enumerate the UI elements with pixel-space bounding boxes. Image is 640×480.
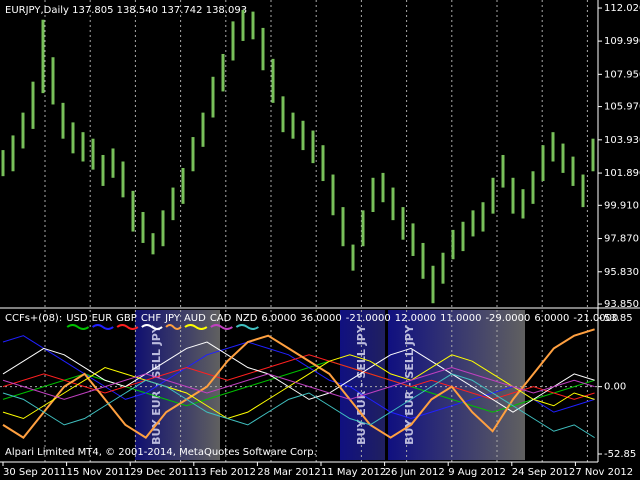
y-tick-label: 99.910 [604, 200, 639, 211]
ccf-line [2, 354, 595, 400]
x-tick-label: 24 Sep 2012 [512, 467, 575, 478]
x-tick-label: 13 Feb 2012 [194, 467, 256, 478]
readout: 11.0000 [440, 313, 481, 324]
y-tick-label: 112.020 [604, 3, 640, 14]
readout: -21.0000 [346, 313, 391, 324]
y-tick-label: 93.850 [604, 299, 639, 310]
x-tick-label: 28 Mar 2012 [257, 467, 320, 478]
x-tick-label: 11 May 2012 [321, 467, 386, 478]
footer: Alpari Limited MT4, © 2001-2014, MetaQuo… [5, 447, 317, 458]
x-tick-label: 26 Jun 2012 [385, 467, 445, 478]
y-tick-label: 95.830 [604, 267, 639, 278]
ccf-line [2, 360, 595, 413]
ccf-line [2, 328, 595, 439]
y-tick-label: -52.85 [604, 449, 636, 460]
readout: 6.0000 [534, 313, 569, 324]
legend-swatch [184, 324, 208, 330]
ccf-line [2, 354, 595, 420]
legend-swatch [141, 324, 163, 330]
zone-label: BUY EUR - SELL JPY [150, 324, 163, 445]
y-tick-label: 105.970 [604, 102, 640, 113]
y-tick-label: 103.930 [604, 135, 640, 146]
x-tick-label: 7 Nov 2012 [575, 467, 633, 478]
ccf-line [2, 366, 595, 400]
readout: 12.0000 [395, 313, 436, 324]
legend-swatch [210, 324, 233, 330]
indicator-name: CCFs+(08): [5, 313, 62, 324]
ccf-line [2, 373, 595, 439]
legend-swatch [165, 324, 182, 330]
readout: 36.0000 [300, 313, 341, 324]
x-tick-label: 29 Dec 2011 [130, 467, 194, 478]
y-tick-label: 101.890 [604, 168, 640, 179]
legend-swatch [235, 324, 259, 330]
ccf-line [2, 335, 595, 420]
legend-swatch [91, 324, 114, 330]
legend-name: USD [66, 313, 88, 324]
legend-name: CAD [210, 313, 232, 324]
x-tick-label: 9 Aug 2012 [448, 467, 506, 478]
zone [340, 310, 385, 460]
ccf-line [2, 341, 595, 413]
legend-name: GBP [116, 313, 137, 324]
legend-name: CHF [141, 313, 162, 324]
chart-title: EURJPY,Daily 137.805 138.540 137.742 138… [5, 5, 247, 16]
legend-swatch [66, 324, 90, 330]
y-tick-label: 107.950 [604, 69, 640, 80]
y-tick-label: 97.870 [604, 234, 639, 245]
y-tick-label: 0.00 [604, 382, 626, 393]
legend-name: AUD [184, 313, 206, 324]
signal-zones [135, 310, 525, 460]
readout: 6.0000 [261, 313, 296, 324]
legend-swatch [116, 324, 139, 330]
x-tick-label: 15 Nov 2011 [67, 467, 131, 478]
legend-name: JPY [164, 313, 181, 324]
readout: -29.0000 [485, 313, 530, 324]
zone-label: BUY EUR - SELL JPY [355, 324, 368, 445]
y-tick-label: 109.990 [604, 36, 640, 47]
zone [388, 310, 525, 460]
zone-label: BUY EUR - SELL JPY [403, 324, 416, 445]
legend-name: EUR [92, 313, 113, 324]
legend-name: NZD [235, 313, 257, 324]
readout: -21.0000 [573, 313, 618, 324]
x-tick-label: 30 Sep 2011 [3, 467, 66, 478]
y-tick-label: 53.85 [604, 313, 633, 324]
